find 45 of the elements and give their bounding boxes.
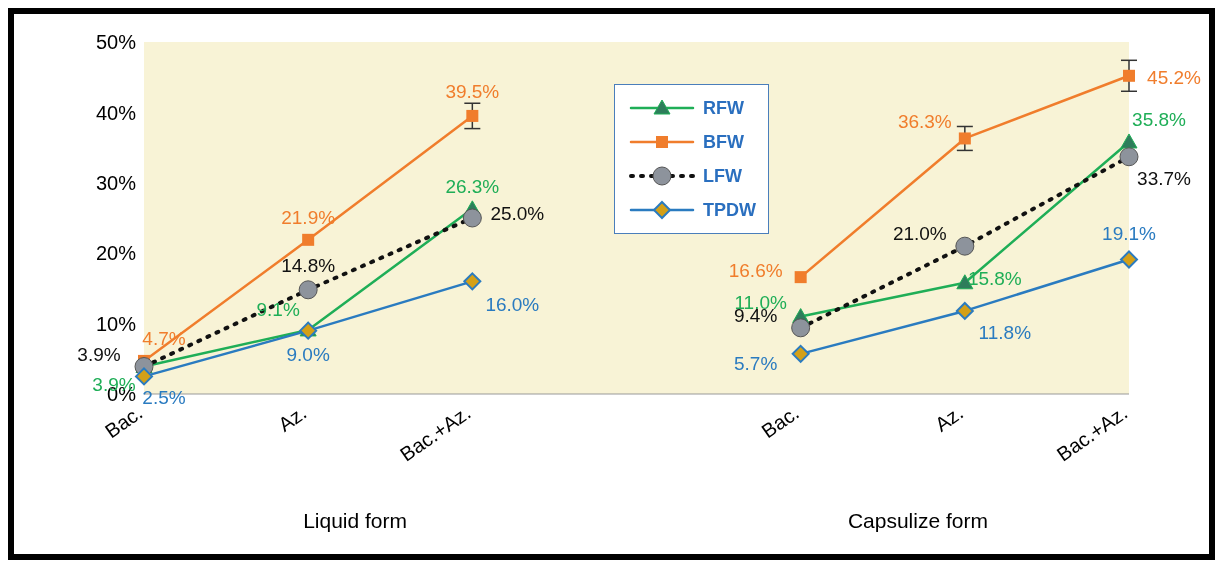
data-label: 21.0%	[892, 223, 947, 245]
point	[463, 272, 482, 291]
point	[955, 301, 974, 320]
data-label: 5.7%	[734, 352, 778, 374]
point	[135, 367, 153, 386]
x-tick-label: Az.	[274, 401, 311, 436]
point	[794, 271, 807, 284]
data-label: 33.7%	[1137, 167, 1192, 189]
data-label: 11.8%	[978, 321, 1032, 343]
data-label: 16.0%	[485, 294, 540, 316]
y-tick-label: 10%	[95, 312, 137, 335]
point	[302, 233, 315, 246]
data-label: 35.8%	[1132, 108, 1187, 130]
data-label: 45.2%	[1147, 66, 1202, 88]
data-label: 19.1%	[1102, 222, 1157, 244]
point	[1120, 133, 1138, 149]
text: Capsulize form	[846, 509, 989, 533]
data-label: 14.8%	[281, 254, 336, 276]
legend-label: BFW	[703, 131, 744, 153]
point	[1120, 250, 1138, 269]
data-label: 39.5%	[445, 80, 500, 102]
x-tick-label: Bac.	[757, 401, 803, 443]
point	[958, 132, 971, 145]
y-tick-label: 20%	[95, 242, 137, 265]
data-label: 16.6%	[728, 260, 783, 282]
point	[1123, 69, 1135, 82]
y-tick-label: 40%	[95, 101, 137, 124]
data-label: 26.3%	[445, 175, 500, 197]
data-label: 9.1%	[256, 298, 300, 320]
legend-label: TPDW	[703, 199, 756, 221]
y-tick-label: 50%	[95, 31, 137, 54]
legend-label: RFW	[703, 97, 744, 119]
data-label: 36.3%	[897, 111, 952, 133]
data-label: 2.5%	[142, 387, 186, 409]
point	[466, 109, 479, 122]
x-tick-label: Az.	[930, 401, 968, 436]
data-label: 15.8%	[967, 267, 1022, 289]
data-label: 21.9%	[281, 206, 336, 228]
legend-label: LFW	[703, 165, 742, 187]
text: Liquid form	[302, 509, 408, 533]
point	[791, 344, 810, 363]
data-label: 9.0%	[286, 343, 330, 365]
y-tick-label: 30%	[95, 171, 137, 194]
data-label: 3.9%	[77, 343, 121, 365]
data-label: 25.0%	[490, 203, 545, 224]
